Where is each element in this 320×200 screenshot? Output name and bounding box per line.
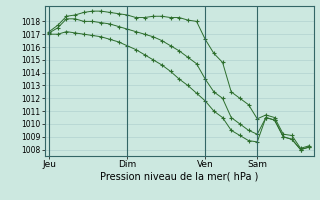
X-axis label: Pression niveau de la mer( hPa ): Pression niveau de la mer( hPa ) bbox=[100, 172, 258, 182]
